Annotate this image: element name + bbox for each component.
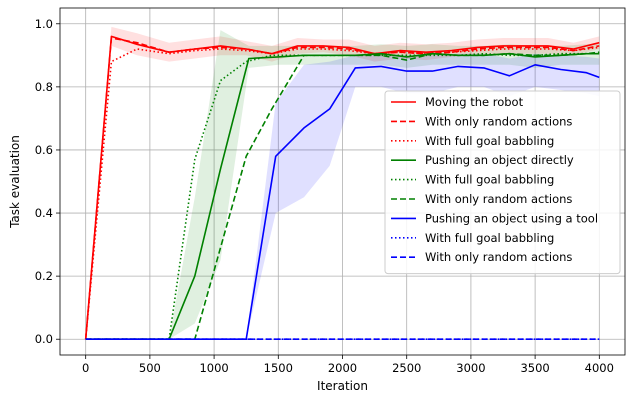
x-tick-label: 0 — [82, 361, 89, 375]
y-axis-ticks: 0.0 0.2 0.4 0.6 0.8 1.0 — [35, 17, 60, 346]
legend-entry-8: With only random actions — [425, 250, 572, 264]
legend-entry-6: Pushing an object using a tool — [425, 211, 598, 225]
legend-entry-0: Moving the robot — [425, 95, 524, 109]
legend-entry-4: With full goal babbling — [425, 173, 554, 187]
series-line-6 — [85, 64, 600, 341]
series-line-3 — [85, 52, 600, 341]
legend-entry-3: Pushing an object directly — [425, 153, 574, 167]
y-tick-label: 0.0 — [35, 332, 53, 346]
confidence-bands — [85, 26, 600, 340]
legend-entry-5: With only random actions — [425, 192, 572, 206]
y-tick-label: 0.8 — [35, 80, 53, 94]
series-band-6 — [85, 53, 600, 340]
series-lines — [84, 35, 600, 341]
x-tick-label: 1500 — [264, 361, 293, 375]
legend-entry-2: With full goal babbling — [425, 134, 554, 148]
x-tick-label: 2000 — [328, 361, 357, 375]
series-line-1 — [84, 37, 600, 340]
legend-box — [384, 90, 621, 275]
legend-entry-7: With full goal babbling — [425, 231, 554, 245]
x-tick-label: 2500 — [392, 361, 421, 375]
legend-entry-1: With only random actions — [425, 114, 572, 128]
x-tick-label: 3500 — [520, 361, 549, 375]
y-tick-label: 0.6 — [35, 143, 53, 157]
x-tick-label: 4000 — [585, 361, 614, 375]
x-tick-label: 3000 — [456, 361, 485, 375]
y-tick-label: 1.0 — [35, 17, 53, 31]
series-line-5 — [85, 51, 600, 341]
x-axis-ticks: 0 500 1000 1500 2000 2500 3000 3500 4000 — [82, 355, 614, 375]
series-band-3 — [85, 30, 600, 340]
x-tick-label: 1000 — [199, 361, 228, 375]
x-axis-label: Iteration — [317, 379, 368, 393]
legend: Moving the robot With only random actions… — [384, 90, 621, 275]
series-line-2 — [84, 46, 600, 340]
x-tick-label: 500 — [139, 361, 161, 375]
y-tick-label: 0.4 — [35, 206, 53, 220]
y-axis-label: Task evaluation — [8, 135, 22, 229]
y-tick-label: 0.2 — [35, 269, 53, 283]
